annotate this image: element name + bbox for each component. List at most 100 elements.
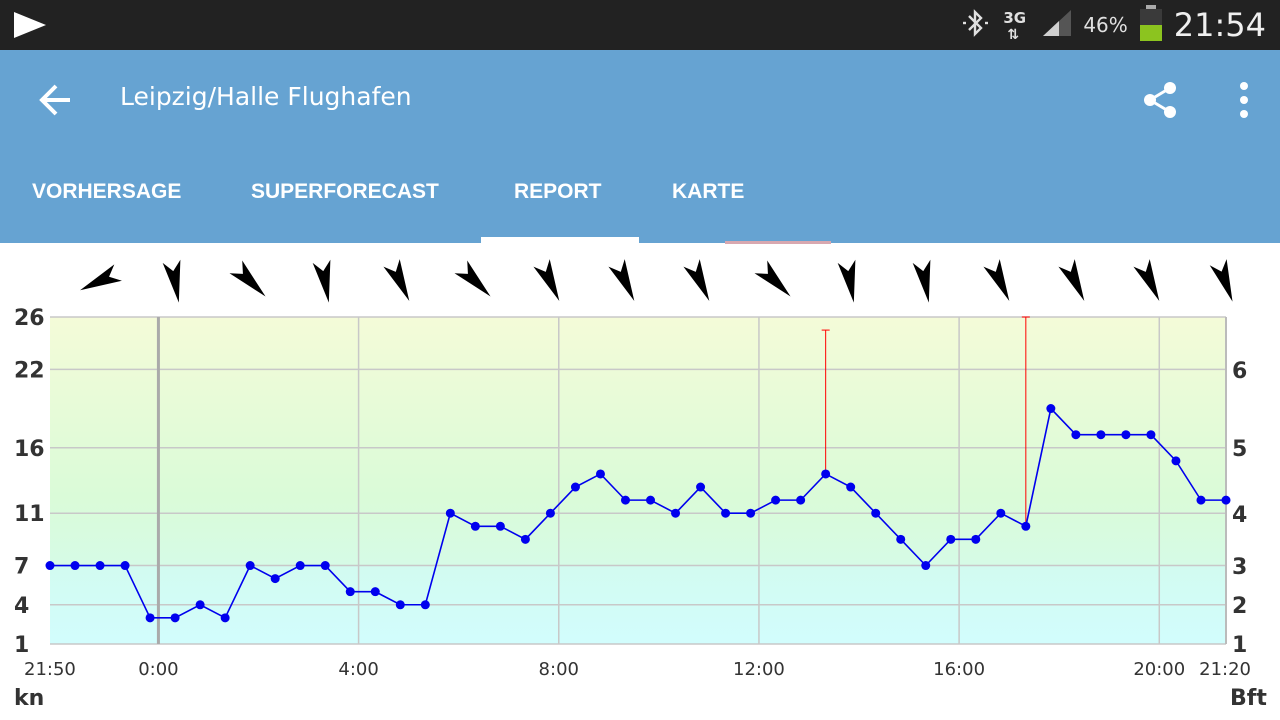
back-button[interactable]	[36, 80, 76, 120]
battery-percent: 46%	[1083, 13, 1128, 37]
wind-direction-arrow	[1209, 259, 1233, 302]
wind-direction-arrow	[533, 259, 560, 301]
tab-superforecast[interactable]: SUPERFORECAST	[251, 180, 439, 203]
play-icon	[12, 10, 48, 44]
x-tick-label: 21:50	[24, 659, 76, 680]
wind-speed-point	[520, 534, 530, 544]
wind-speed-point	[320, 561, 330, 571]
wind-speed-point	[1071, 430, 1081, 440]
app-bar	[0, 50, 1280, 243]
wind-speed-point	[646, 495, 656, 505]
wind-speed-point	[45, 561, 55, 571]
wind-speed-point	[896, 534, 906, 544]
wind-speed-point	[1221, 495, 1231, 505]
page-title: Leipzig/Halle Flughafen	[120, 82, 412, 111]
wind-speed-point	[871, 508, 881, 518]
wind-speed-point	[921, 561, 931, 571]
wind-speed-point	[721, 508, 731, 518]
wind-speed-point	[696, 482, 706, 492]
share-button[interactable]	[1140, 78, 1180, 122]
wind-speed-point	[345, 587, 355, 597]
tab-scroll-indicator	[725, 241, 831, 244]
wind-speed-point	[470, 521, 480, 531]
wind-direction-arrow	[312, 259, 331, 303]
y-left-tick-label: 22	[14, 358, 45, 383]
wind-speed-point	[1196, 495, 1206, 505]
wind-direction-arrow	[383, 259, 410, 301]
wind-direction-arrow	[837, 259, 856, 303]
network-3g-icon: 3G ⇅	[1003, 9, 1027, 43]
wind-speed-point	[195, 600, 205, 610]
wind-speed-point	[771, 495, 781, 505]
back-arrow-icon	[39, 84, 70, 116]
wind-speed-point	[946, 534, 956, 544]
wind-speed-point	[996, 508, 1006, 518]
wind-speed-point	[295, 561, 305, 571]
wind-speed-point	[671, 508, 681, 518]
wind-speed-point	[846, 482, 856, 492]
wind-speed-point	[445, 508, 455, 518]
wind-direction-arrow	[80, 264, 122, 291]
y-right-tick-label: 1	[1232, 633, 1247, 658]
wind-speed-point	[245, 561, 255, 571]
wind-direction-arrow	[683, 259, 710, 301]
wind-speed-point	[1021, 521, 1031, 531]
tab-karte[interactable]: KARTE	[672, 180, 745, 203]
battery-icon	[1138, 4, 1164, 46]
clock: 21:54	[1173, 6, 1266, 44]
share-icon	[1144, 82, 1176, 118]
wind-speed-point	[270, 574, 280, 584]
more-options-button[interactable]	[1234, 80, 1254, 120]
y-right-tick-label: 2	[1232, 594, 1247, 619]
wind-speed-point	[395, 600, 405, 610]
wind-speed-point	[70, 561, 80, 571]
network-type-label: 3G	[1003, 9, 1027, 27]
tab-vorhersage[interactable]: VORHERSAGE	[32, 180, 182, 203]
wind-speed-point	[1046, 404, 1056, 414]
wind-speed-point	[170, 613, 180, 623]
wind-direction-arrow	[229, 260, 266, 297]
y-right-tick-label: 4	[1232, 503, 1247, 528]
wind-speed-point	[595, 469, 605, 479]
active-tab-indicator	[481, 237, 639, 243]
y-left-tick-label: 7	[14, 555, 29, 580]
signal-icon	[1041, 8, 1073, 42]
x-tick-label: 0:00	[138, 659, 178, 680]
wind-direction-arrow	[912, 259, 931, 303]
y-right-tick-label: 6	[1232, 359, 1247, 384]
x-tick-label: 12:00	[733, 659, 785, 680]
wind-direction-arrow	[1058, 259, 1085, 301]
x-tick-label: 8:00	[539, 659, 579, 680]
wind-speed-point	[746, 508, 756, 518]
wind-speed-point	[95, 561, 105, 571]
wind-speed-point	[370, 587, 380, 597]
bluetooth-icon	[959, 6, 993, 44]
wind-speed-point	[120, 561, 130, 571]
wind-speed-point	[220, 613, 230, 623]
wind-speed-point	[570, 482, 580, 492]
y-left-tick-label: 1	[14, 633, 29, 658]
y-left-tick-label: 16	[14, 437, 45, 462]
wind-speed-point	[821, 469, 831, 479]
y-right-unit-label: Bft	[1230, 686, 1267, 711]
y-left-tick-label: 4	[14, 594, 29, 619]
wind-direction-arrow	[162, 259, 181, 303]
wind-speed-point	[796, 495, 806, 505]
y-left-tick-label: 26	[14, 306, 45, 331]
x-tick-label: 4:00	[338, 659, 378, 680]
wind-speed-point	[971, 534, 981, 544]
wind-speed-point	[1171, 456, 1181, 466]
wind-direction-arrow	[454, 260, 491, 297]
wind-speed-point	[1146, 430, 1156, 440]
wind-direction-arrow	[754, 260, 791, 297]
wind-speed-point	[1096, 430, 1106, 440]
wind-direction-arrow	[983, 259, 1010, 301]
wind-direction-arrow	[1133, 259, 1160, 301]
wind-speed-point	[495, 521, 505, 531]
wind-speed-point	[545, 508, 555, 518]
more-vert-icon	[1240, 82, 1248, 118]
tab-report[interactable]: REPORT	[514, 180, 602, 203]
y-right-tick-label: 5	[1232, 437, 1247, 462]
x-tick-label: 16:00	[933, 659, 985, 680]
